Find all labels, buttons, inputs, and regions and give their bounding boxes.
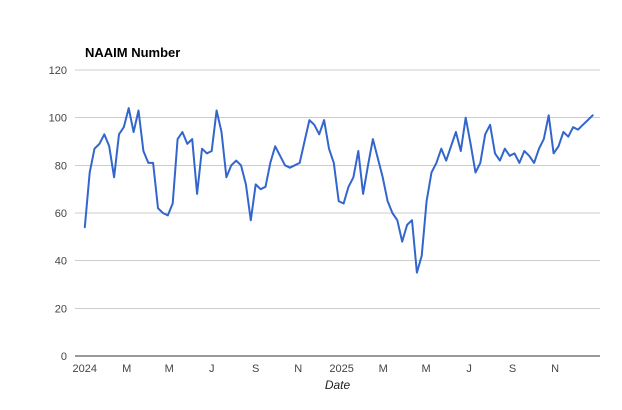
x-tick-label: 2024 bbox=[73, 363, 97, 375]
y-tick-label: 60 bbox=[55, 208, 67, 220]
x-tick-label: J bbox=[209, 363, 215, 375]
x-tick-label: M bbox=[122, 363, 131, 375]
y-tick-label: 80 bbox=[55, 160, 67, 172]
y-tick-label: 100 bbox=[49, 113, 67, 125]
y-tick-label: 120 bbox=[49, 65, 67, 77]
x-tick-label: 2025 bbox=[329, 363, 353, 375]
y-tick-label: 40 bbox=[55, 256, 67, 268]
x-tick-label: J bbox=[466, 363, 472, 375]
x-tick-label: S bbox=[252, 363, 259, 375]
x-tick-label: N bbox=[551, 363, 559, 375]
y-tick-label: 0 bbox=[61, 351, 67, 363]
x-tick-label: M bbox=[422, 363, 431, 375]
chart-line bbox=[83, 107, 594, 274]
x-tick-label: M bbox=[165, 363, 174, 375]
x-axis-label: Date bbox=[324, 378, 351, 392]
x-tick-label: M bbox=[379, 363, 388, 375]
chart-title: NAAIM Number bbox=[85, 45, 181, 60]
x-tick-label: N bbox=[294, 363, 302, 375]
y-tick-label: 20 bbox=[55, 303, 67, 315]
x-tick-label: S bbox=[509, 363, 516, 375]
